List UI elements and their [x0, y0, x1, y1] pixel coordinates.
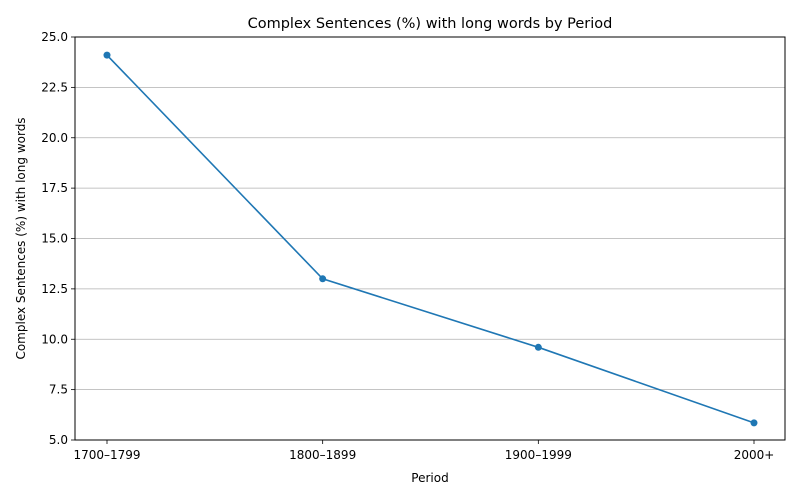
y-tick-label: 15.0	[41, 232, 68, 246]
series-line	[106, 54, 755, 424]
y-tick-label: 5.0	[49, 433, 68, 447]
y-axis-ticks: 5.0 7.5 10.0 12.5 15.0 17.5 20.0 22.5 25.0	[41, 30, 75, 447]
y-axis-label: Complex Sentences (%) with long words	[14, 117, 28, 359]
data-point	[103, 51, 111, 59]
y-tick-label: 22.5	[41, 80, 68, 94]
y-tick-label: 25.0	[41, 30, 68, 44]
x-tick-label: 2000+	[734, 448, 775, 462]
x-axis-ticks: 1700–1799 1800–1899 1900–1999 2000+	[73, 440, 774, 462]
y-tick-label: 12.5	[41, 282, 68, 296]
chart-title: Complex Sentences (%) with long words by…	[248, 16, 613, 32]
x-axis-label: Period	[411, 471, 448, 485]
y-tick-label: 7.5	[49, 383, 68, 397]
grid-lines	[75, 86, 785, 391]
data-point	[750, 419, 758, 427]
data-point	[319, 275, 327, 283]
y-tick-label: 10.0	[41, 332, 68, 346]
y-tick-label: 20.0	[41, 131, 68, 145]
series-layer	[103, 51, 758, 427]
x-tick-label: 1900–1999	[505, 448, 572, 462]
x-tick-label: 1800–1899	[289, 448, 356, 462]
y-tick-label: 17.5	[41, 181, 68, 195]
data-point	[534, 343, 542, 351]
x-tick-label: 1700–1799	[73, 448, 140, 462]
